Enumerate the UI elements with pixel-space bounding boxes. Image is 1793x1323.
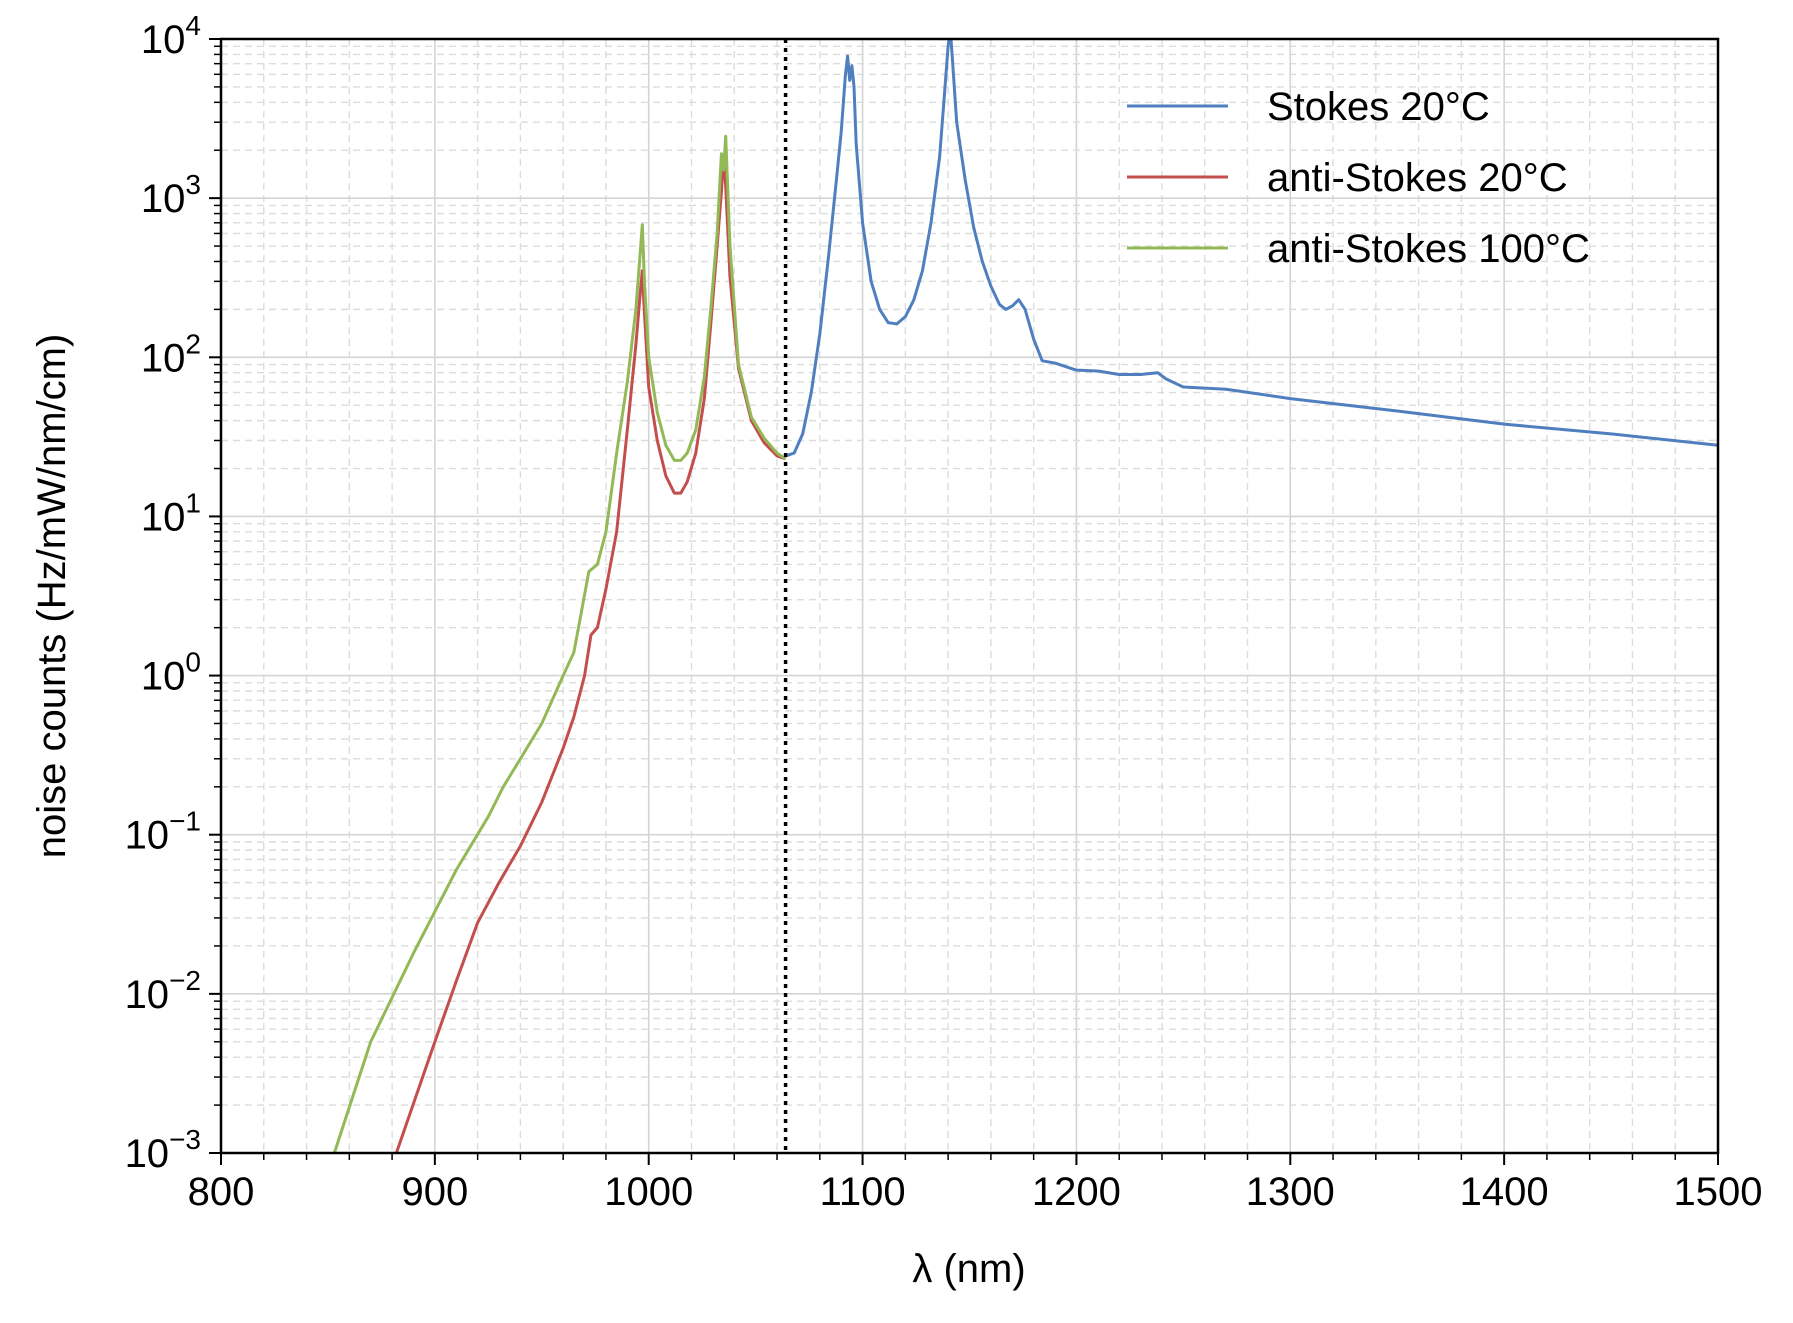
x-tick-label: 1300 — [1246, 1170, 1335, 1214]
y-tick-exponent: 4 — [185, 10, 201, 41]
x-tick-label: 900 — [401, 1170, 468, 1214]
y-tick-base: 10 — [141, 177, 186, 221]
legend-label: anti-Stokes 20°C — [1267, 156, 1568, 200]
y-tick-label: 103 — [141, 169, 201, 221]
y-tick-exponent: −3 — [169, 1124, 201, 1155]
y-tick-exponent: −2 — [169, 965, 201, 996]
y-tick-base: 10 — [141, 18, 186, 62]
legend-label: anti-Stokes 100°C — [1267, 227, 1590, 271]
y-tick-label: 10−1 — [125, 806, 201, 858]
plot-frame — [219, 37, 1720, 1155]
y-tick-exponent: 1 — [185, 487, 201, 518]
series-line-stokes-20-c — [785, 39, 1718, 458]
x-tick-label: 1200 — [1032, 1170, 1121, 1214]
series-lines — [332, 39, 1718, 1153]
y-tick-base: 10 — [141, 495, 186, 539]
y-tick-label: 104 — [141, 10, 201, 62]
x-tick-label: 1400 — [1460, 1170, 1549, 1214]
x-tick-label: 1100 — [820, 1170, 906, 1214]
y-tick-exponent: 2 — [185, 328, 201, 359]
y-tick-base: 10 — [141, 655, 186, 699]
tick-labels: 800 900 1000 1100 1200 1300 1400 150010−310−210… — [125, 10, 1763, 1214]
y-tick-base: 10 — [125, 814, 170, 858]
x-axis-label: λ (nm) — [912, 1247, 1025, 1291]
legend-label: Stokes 20°C — [1267, 85, 1490, 129]
y-tick-exponent: 0 — [185, 647, 201, 678]
y-tick-label: 102 — [141, 328, 201, 380]
legend: Stokes 20°C anti-Stokes 20°C anti-Stokes 1… — [1127, 85, 1590, 271]
y-tick-label: 10−2 — [125, 965, 201, 1017]
axis-ticks — [209, 38, 1719, 1165]
y-tick-label: 10−3 — [125, 1124, 201, 1176]
x-tick-label: 800 — [188, 1170, 255, 1214]
y-tick-base: 10 — [141, 336, 186, 380]
x-tick-label: 1500 — [1674, 1170, 1763, 1214]
series-line-anti-stokes-20-c — [394, 156, 787, 1153]
y-tick-base: 10 — [125, 973, 170, 1017]
y-tick-label: 100 — [141, 647, 201, 699]
y-tick-base: 10 — [125, 1132, 170, 1176]
y-tick-exponent: 3 — [185, 169, 201, 200]
series-line-anti-stokes-100-c — [332, 134, 787, 1153]
y-tick-label: 101 — [141, 487, 201, 539]
y-axis-label: noise counts (Hz/mW/nm/cm) — [30, 334, 74, 859]
y-tick-exponent: −1 — [169, 806, 201, 837]
x-tick-label: 1000 — [604, 1170, 693, 1214]
